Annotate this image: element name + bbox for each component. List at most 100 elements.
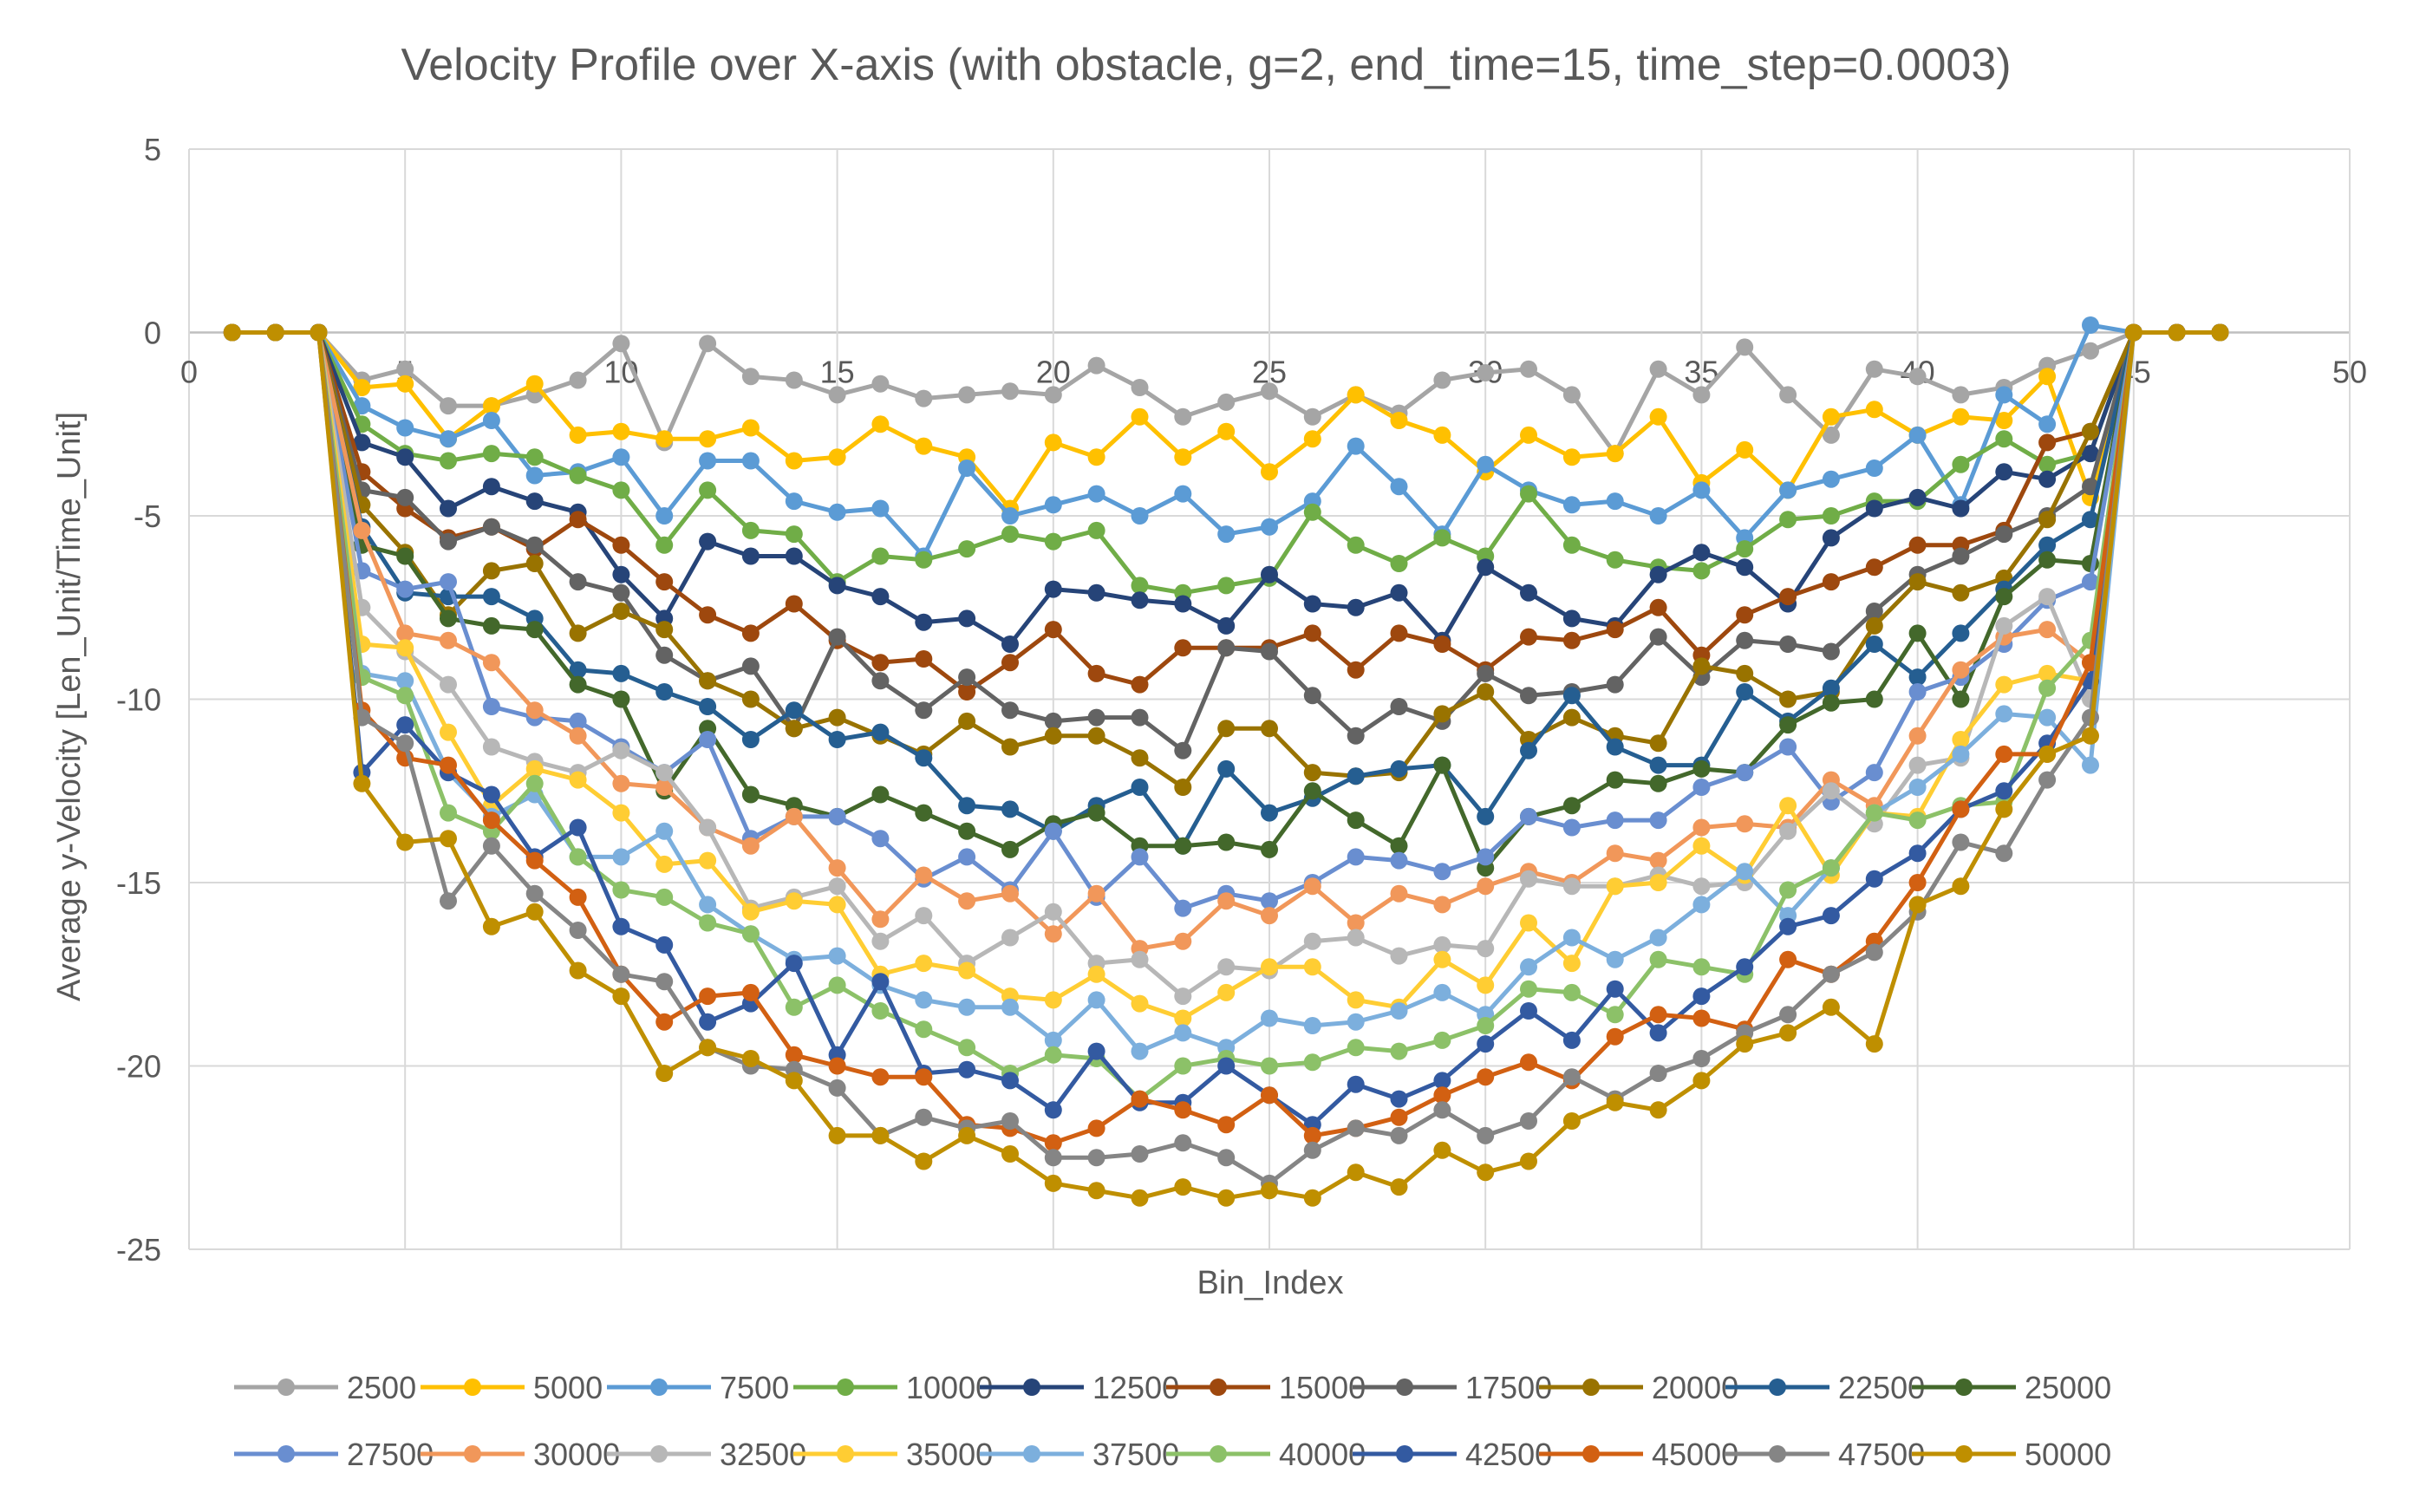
data-point [1217,422,1236,440]
data-point [871,499,890,518]
data-point [1087,991,1105,1009]
data-point [1649,811,1667,830]
data-point [1908,779,1927,796]
data-point [958,1039,976,1057]
legend-item: 17500 [1353,1370,1552,1405]
data-point [1692,386,1711,404]
data-point [1174,1134,1192,1152]
data-point [1562,877,1581,896]
data-point [1303,624,1321,642]
data-point [569,511,587,529]
data-point [1261,840,1278,858]
data-point [2038,664,2057,682]
data-point [828,976,846,994]
data-point [1087,884,1105,903]
data-point [1303,407,1321,426]
data-point [1044,1046,1062,1064]
data-point [915,866,933,884]
legend-swatch-marker [1582,1378,1600,1396]
data-point [655,779,674,796]
data-point [2038,679,2057,697]
data-point [1303,764,1321,782]
data-point [785,701,803,720]
data-point [1477,664,1495,682]
data-point [482,518,500,536]
data-point [1217,759,1236,778]
data-point [1952,731,1970,748]
data-point [1087,448,1105,466]
data-point [1995,616,2013,635]
data-point [1477,976,1495,994]
data-point [1390,698,1408,715]
data-point [482,412,500,429]
data-point [223,323,241,342]
data-point [1261,958,1278,976]
data-point [1562,929,1581,947]
data-point [785,807,803,825]
data-point [1649,628,1667,646]
data-point [1995,588,2013,606]
data-point [1649,950,1667,968]
legend-item: 25000 [1912,1370,2111,1405]
data-point [1433,529,1451,547]
data-point [1606,551,1624,569]
data-point [612,536,630,554]
data-point [1433,935,1451,954]
data-point [1822,782,1840,800]
data-point [785,1046,803,1064]
data-point [1908,573,1927,591]
legend-item: 45000 [1539,1437,1738,1472]
data-point [1131,591,1149,609]
data-point [1087,583,1105,602]
data-point [1649,929,1667,947]
data-point [699,672,717,690]
legend-label: 27500 [347,1437,434,1472]
data-point [612,917,630,935]
data-point [1606,844,1624,863]
data-point [1390,1108,1408,1126]
data-point [741,837,760,855]
data-point [1606,1093,1624,1111]
data-point [1261,892,1278,910]
data-point [1001,884,1019,903]
data-point [1520,1152,1537,1170]
data-point [1779,716,1797,734]
data-point [958,998,976,1016]
data-point [525,536,544,554]
data-point [1174,448,1192,466]
data-point [1303,932,1321,950]
data-point [741,690,760,708]
data-point [1347,1013,1365,1031]
data-point [1044,433,1062,452]
data-point [569,961,587,980]
data-point [1261,642,1278,661]
data-point [1692,987,1711,1006]
data-point [1736,664,1754,682]
data-point [1520,1053,1537,1072]
data-point [1347,1075,1365,1093]
legend-swatch-marker [650,1445,668,1463]
data-point [1562,631,1581,649]
legend-swatch-marker [1769,1378,1786,1396]
data-point [1347,767,1365,785]
data-point [569,624,587,642]
data-point [1131,407,1149,426]
legend-swatch-marker [277,1445,295,1463]
data-point [1433,756,1451,774]
data-point [1692,1050,1711,1067]
data-point [1649,1065,1667,1082]
data-point [1736,338,1754,356]
data-point [1649,360,1667,378]
data-point [1865,690,1883,708]
data-point [1001,525,1019,544]
data-point [569,661,587,679]
data-point [1477,558,1495,577]
data-point [1995,800,2013,818]
legend-label: 5000 [533,1370,603,1405]
data-point [1822,859,1840,877]
legend-label: 22500 [1838,1370,1925,1405]
data-point [1433,371,1451,389]
data-point [1390,1178,1408,1196]
data-point [1822,573,1840,591]
legend-item: 30000 [421,1437,620,1472]
